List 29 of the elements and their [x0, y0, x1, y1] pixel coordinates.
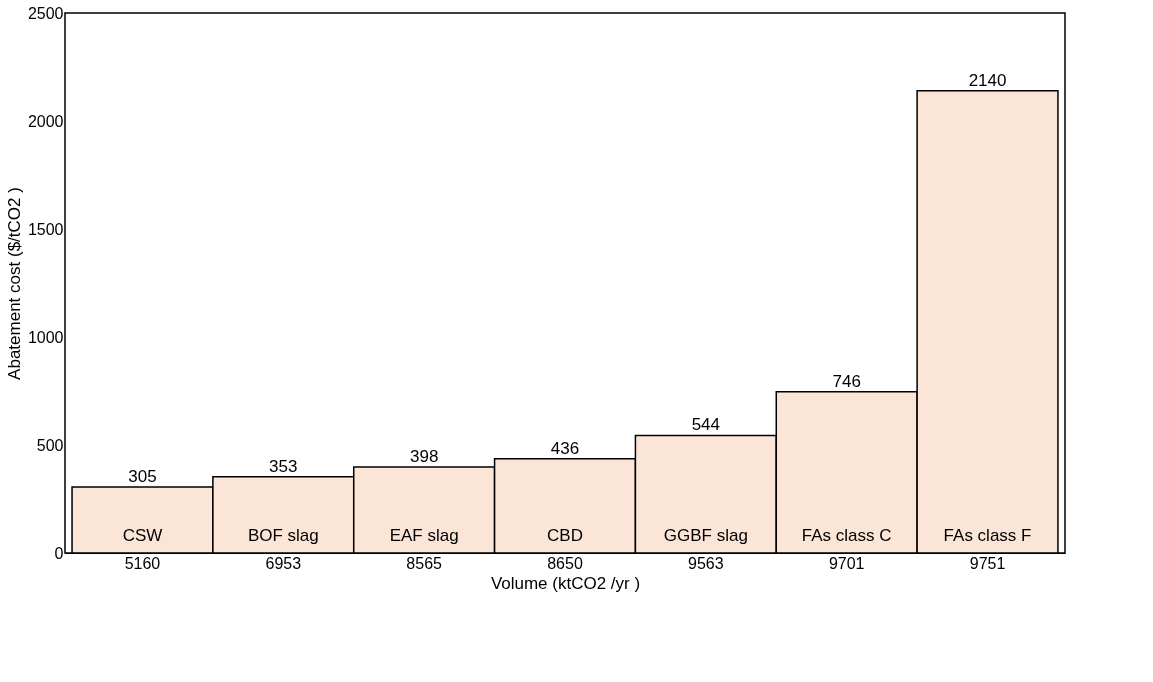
data-label: 544 — [691, 415, 721, 435]
data-label: 353 — [269, 456, 298, 476]
data-label: 305 — [128, 467, 157, 487]
annotation: CSW — [122, 526, 163, 545]
data-label: 2140 — [968, 70, 1007, 90]
annotation: FAs class C — [801, 526, 892, 545]
y-axis-title: Abatement cost ($/tCO2 ) — [4, 187, 24, 380]
y-tick-label: 1500 — [27, 220, 64, 238]
y-tick-label: 0 — [54, 544, 64, 562]
data-label: 436 — [550, 438, 580, 458]
x-tick-label: 9751 — [969, 554, 1006, 572]
annotation: FAs class F — [943, 526, 1032, 545]
y-tick-label: 2500 — [27, 4, 64, 22]
y-tick-label: 2000 — [27, 112, 64, 130]
x-tick-label: 8650 — [547, 554, 583, 572]
annotation: CBD — [547, 526, 583, 545]
x-tick-label: 5160 — [124, 554, 161, 572]
y-tick-label: 500 — [36, 436, 64, 454]
y-tick-label: 1000 — [27, 328, 64, 346]
x-tick-label: 9563 — [688, 554, 724, 572]
annotation: GGBF slag — [663, 526, 748, 545]
data-label: 746 — [832, 371, 861, 391]
annotation: BOF slag — [247, 526, 319, 545]
data-label: 398 — [409, 447, 439, 467]
x-tick-label: 6953 — [265, 554, 302, 572]
x-tick-label: 8565 — [406, 554, 443, 572]
x-axis-title: Volume (ktCO2 /yr ) — [490, 573, 641, 593]
annotation: EAF slag — [389, 526, 459, 545]
x-tick-label: 9701 — [828, 554, 865, 572]
